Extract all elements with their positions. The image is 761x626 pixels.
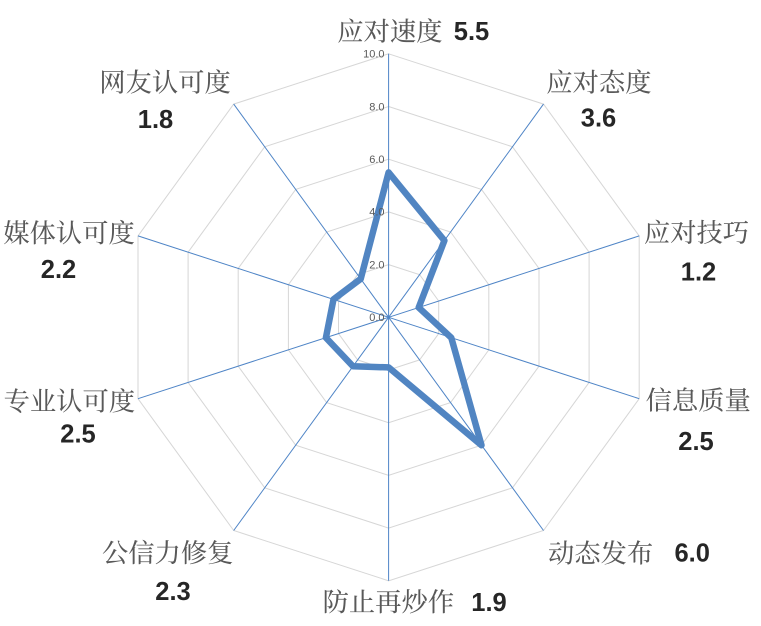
svg-text:4.0: 4.0 bbox=[369, 207, 384, 219]
svg-text:1.2: 1.2 bbox=[681, 258, 716, 286]
svg-text:6.0: 6.0 bbox=[674, 540, 709, 568]
svg-text:2.2: 2.2 bbox=[41, 256, 76, 284]
svg-text:2.3: 2.3 bbox=[155, 578, 190, 606]
svg-text:1.9: 1.9 bbox=[471, 589, 506, 617]
svg-text:8.0: 8.0 bbox=[369, 101, 384, 113]
svg-text:6.0: 6.0 bbox=[369, 154, 384, 166]
svg-text:2.0: 2.0 bbox=[369, 259, 384, 271]
svg-text:0.0: 0.0 bbox=[369, 312, 384, 324]
svg-text:2.5: 2.5 bbox=[678, 428, 713, 456]
svg-text:5.5: 5.5 bbox=[454, 18, 489, 46]
svg-text:1.8: 1.8 bbox=[138, 106, 173, 134]
svg-text:3.6: 3.6 bbox=[581, 105, 616, 133]
svg-text:10.0: 10.0 bbox=[363, 49, 384, 61]
svg-text:2.5: 2.5 bbox=[60, 421, 95, 449]
